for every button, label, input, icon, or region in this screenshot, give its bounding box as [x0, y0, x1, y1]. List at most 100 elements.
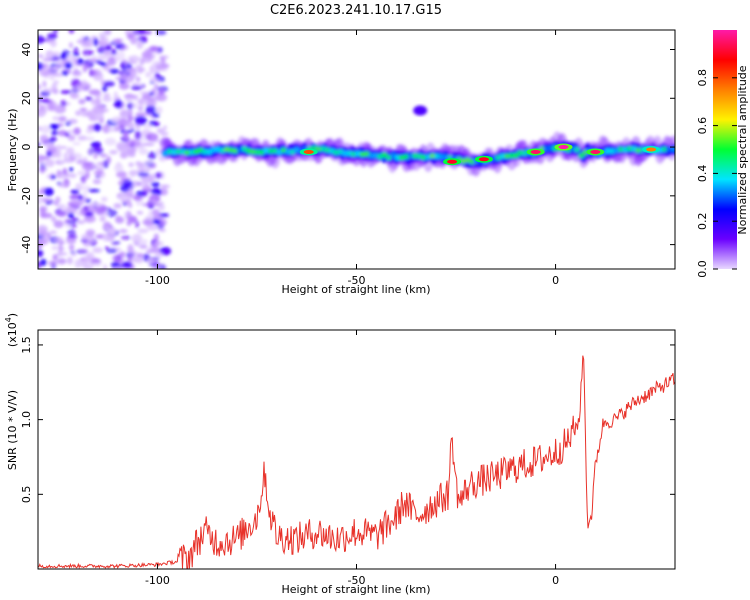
- heatmap-cell: [84, 96, 93, 101]
- snr-panel: -100 -50 0 0.5 1.0 1.5 Height of straight li…: [4, 313, 676, 596]
- heatmap-cell: [267, 148, 274, 154]
- heatmap-cell: [49, 136, 57, 142]
- heatmap-cell: [137, 98, 145, 105]
- heatmap-cell: [86, 252, 95, 261]
- heatmap-cell: [499, 153, 506, 159]
- heatmap-cell: [160, 184, 170, 189]
- heatmap-peak-core: [303, 149, 314, 154]
- heatmap-cell: [111, 255, 121, 262]
- heatmap-cell: [150, 181, 160, 187]
- heatmap-cell: [109, 149, 118, 155]
- heatmap-cell: [38, 68, 51, 77]
- heatmap-cell: [85, 229, 96, 237]
- heatmap-cell: [68, 42, 73, 49]
- heatmap-cell: [97, 46, 105, 54]
- colorbar-tick-label: 0.2: [696, 212, 709, 230]
- heatmap-cell: [69, 93, 74, 97]
- heatmap-cell: [158, 87, 166, 96]
- heatmap-cell: [38, 225, 48, 234]
- y-tick-label: -20: [20, 187, 33, 205]
- heatmap-cell: [155, 106, 163, 114]
- heatmap-cell: [131, 56, 142, 62]
- heatmap-cell: [148, 173, 157, 182]
- heatmap-cell: [101, 196, 108, 202]
- heatmap-cell: [116, 142, 127, 151]
- heatmap-cell: [82, 264, 94, 269]
- heatmap-cell: [119, 229, 128, 234]
- heatmap-x-ticks: -100 -50 0: [145, 30, 559, 287]
- heatmap-cell: [66, 220, 77, 224]
- heatmap-cell: [206, 149, 213, 155]
- heatmap-cell: [72, 141, 81, 146]
- heatmap-cell: [77, 220, 86, 225]
- heatmap-cell: [155, 172, 162, 179]
- heatmap-cell: [103, 263, 108, 269]
- heatmap-cell: [115, 172, 127, 177]
- y-tick-label: 20: [20, 91, 33, 105]
- heatmap-cell: [119, 151, 128, 159]
- heatmap-cell: [116, 38, 121, 45]
- heatmap-peak-core: [447, 159, 458, 164]
- heatmap-cell: [85, 198, 92, 204]
- heatmap-cell: [64, 62, 73, 70]
- heatmap-cell: [110, 261, 120, 268]
- colorbar-tick-label: 0.6: [696, 117, 709, 135]
- heatmap-cell: [60, 99, 67, 107]
- heatmap-cell: [79, 107, 88, 112]
- heatmap-cell: [136, 40, 144, 50]
- heatmap-peak-core: [558, 145, 569, 150]
- heatmap-cell: [113, 91, 118, 100]
- heatmap-cell: [149, 97, 159, 101]
- heatmap-cell: [512, 152, 519, 158]
- heatmap-cell: [162, 249, 168, 255]
- heatmap-cell: [146, 132, 159, 142]
- heatmap-cell: [103, 80, 115, 87]
- heatmap-cell: [146, 224, 159, 231]
- heatmap-cell: [43, 187, 54, 197]
- heatmap-cell: [136, 210, 144, 215]
- heatmap-cell: [149, 243, 159, 253]
- heatmap-cell: [100, 36, 109, 44]
- heatmap-cell: [106, 156, 111, 164]
- heatmap-cell: [67, 129, 75, 134]
- heatmap-cell: [289, 149, 296, 155]
- heatmap-cell: [83, 162, 93, 167]
- heatmap-cell: [118, 181, 123, 186]
- heatmap-cell: [67, 201, 75, 207]
- heatmap-y-axis-label: Frequency (Hz): [6, 109, 19, 192]
- heatmap-cell: [103, 30, 112, 36]
- heatmap-cell: [578, 153, 585, 159]
- heatmap-cell: [87, 58, 98, 63]
- heatmap-peak-core: [590, 149, 601, 154]
- heatmap-cell: [157, 218, 167, 227]
- heatmap-cell: [42, 58, 53, 62]
- heatmap-cell: [67, 229, 76, 237]
- heatmap-cell: [232, 148, 239, 154]
- heatmap-cell: [160, 131, 169, 137]
- heatmap-cell: [350, 151, 357, 157]
- colorbar-tick-label: 0.8: [696, 69, 709, 87]
- heatmap-cell: [123, 130, 129, 140]
- x-tick-label: 0: [552, 574, 559, 587]
- heatmap-cell: [47, 260, 58, 266]
- heatmap-cell: [120, 44, 129, 51]
- heatmap-cell: [285, 149, 292, 155]
- heatmap-cell: [137, 30, 146, 34]
- heatmap-cell: [127, 114, 133, 123]
- heatmap-cell: [40, 258, 47, 266]
- heatmap-cell: [45, 50, 54, 59]
- heatmap-cell: [142, 124, 153, 129]
- heatmap-cell: [129, 128, 136, 132]
- heatmap-cell: [40, 165, 45, 174]
- heatmap-cell: [96, 162, 108, 166]
- heatmap-cell: [617, 146, 624, 152]
- heatmap-cell: [109, 41, 118, 46]
- heatmap-cell: [54, 104, 66, 114]
- heatmap-cell: [112, 103, 123, 107]
- heatmap-cell: [43, 234, 49, 242]
- heatmap-marks: [38, 30, 675, 269]
- heatmap-cell: [84, 211, 94, 218]
- heatmap-cell: [155, 78, 163, 83]
- heatmap-cell: [90, 202, 103, 207]
- heatmap-cell: [171, 149, 178, 155]
